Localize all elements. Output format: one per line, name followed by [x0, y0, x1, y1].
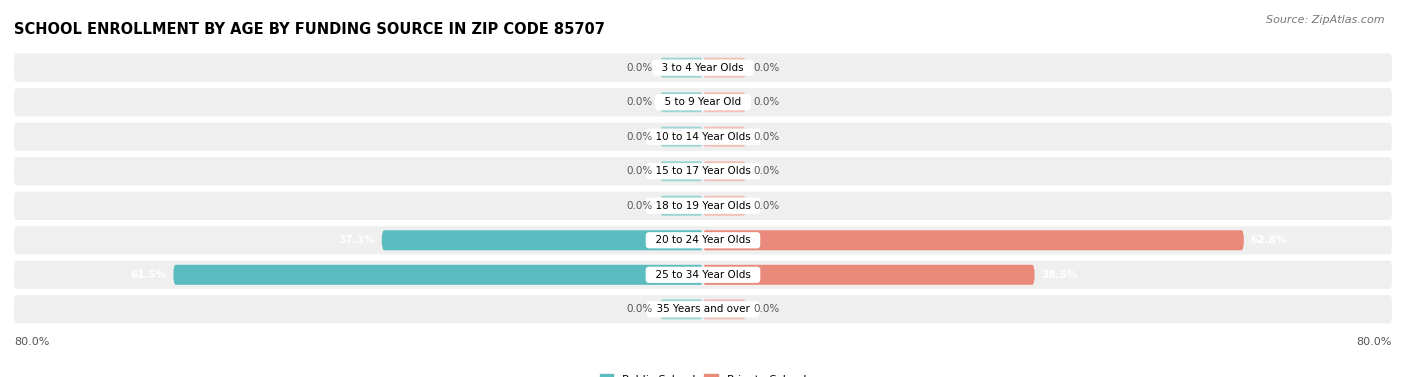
Text: 0.0%: 0.0% [627, 97, 652, 107]
FancyBboxPatch shape [382, 230, 703, 250]
Text: 0.0%: 0.0% [754, 304, 779, 314]
Text: 3 to 4 Year Olds: 3 to 4 Year Olds [655, 63, 751, 73]
FancyBboxPatch shape [703, 127, 747, 147]
FancyBboxPatch shape [659, 58, 703, 78]
Text: 80.0%: 80.0% [14, 337, 49, 347]
FancyBboxPatch shape [14, 157, 1392, 185]
FancyBboxPatch shape [14, 54, 1392, 82]
Text: 5 to 9 Year Old: 5 to 9 Year Old [658, 97, 748, 107]
FancyBboxPatch shape [703, 230, 1244, 250]
Text: 0.0%: 0.0% [627, 304, 652, 314]
Text: 38.5%: 38.5% [1042, 270, 1077, 280]
FancyBboxPatch shape [659, 299, 703, 319]
Text: 61.5%: 61.5% [131, 270, 166, 280]
Text: 0.0%: 0.0% [754, 132, 779, 142]
Text: Source: ZipAtlas.com: Source: ZipAtlas.com [1267, 15, 1385, 25]
Text: 0.0%: 0.0% [627, 132, 652, 142]
Legend: Public School, Private School: Public School, Private School [595, 369, 811, 377]
Text: 0.0%: 0.0% [754, 63, 779, 73]
Text: 37.3%: 37.3% [339, 235, 375, 245]
FancyBboxPatch shape [703, 92, 747, 112]
Text: 0.0%: 0.0% [627, 63, 652, 73]
FancyBboxPatch shape [659, 127, 703, 147]
FancyBboxPatch shape [173, 265, 703, 285]
Text: 0.0%: 0.0% [754, 166, 779, 176]
Text: 0.0%: 0.0% [754, 97, 779, 107]
Text: 62.8%: 62.8% [1251, 235, 1286, 245]
FancyBboxPatch shape [14, 295, 1392, 323]
FancyBboxPatch shape [703, 161, 747, 181]
FancyBboxPatch shape [14, 88, 1392, 116]
Text: 0.0%: 0.0% [627, 166, 652, 176]
FancyBboxPatch shape [14, 261, 1392, 289]
Text: 15 to 17 Year Olds: 15 to 17 Year Olds [648, 166, 758, 176]
Text: 10 to 14 Year Olds: 10 to 14 Year Olds [650, 132, 756, 142]
Text: 0.0%: 0.0% [754, 201, 779, 211]
Text: 35 Years and over: 35 Years and over [650, 304, 756, 314]
FancyBboxPatch shape [703, 58, 747, 78]
FancyBboxPatch shape [703, 299, 747, 319]
Text: 25 to 34 Year Olds: 25 to 34 Year Olds [648, 270, 758, 280]
Text: 18 to 19 Year Olds: 18 to 19 Year Olds [648, 201, 758, 211]
FancyBboxPatch shape [703, 265, 1035, 285]
FancyBboxPatch shape [14, 226, 1392, 254]
Text: 20 to 24 Year Olds: 20 to 24 Year Olds [650, 235, 756, 245]
FancyBboxPatch shape [703, 196, 747, 216]
FancyBboxPatch shape [14, 192, 1392, 220]
Text: SCHOOL ENROLLMENT BY AGE BY FUNDING SOURCE IN ZIP CODE 85707: SCHOOL ENROLLMENT BY AGE BY FUNDING SOUR… [14, 22, 605, 37]
FancyBboxPatch shape [659, 196, 703, 216]
FancyBboxPatch shape [14, 123, 1392, 151]
FancyBboxPatch shape [659, 92, 703, 112]
Text: 80.0%: 80.0% [1357, 337, 1392, 347]
Text: 0.0%: 0.0% [627, 201, 652, 211]
FancyBboxPatch shape [659, 161, 703, 181]
